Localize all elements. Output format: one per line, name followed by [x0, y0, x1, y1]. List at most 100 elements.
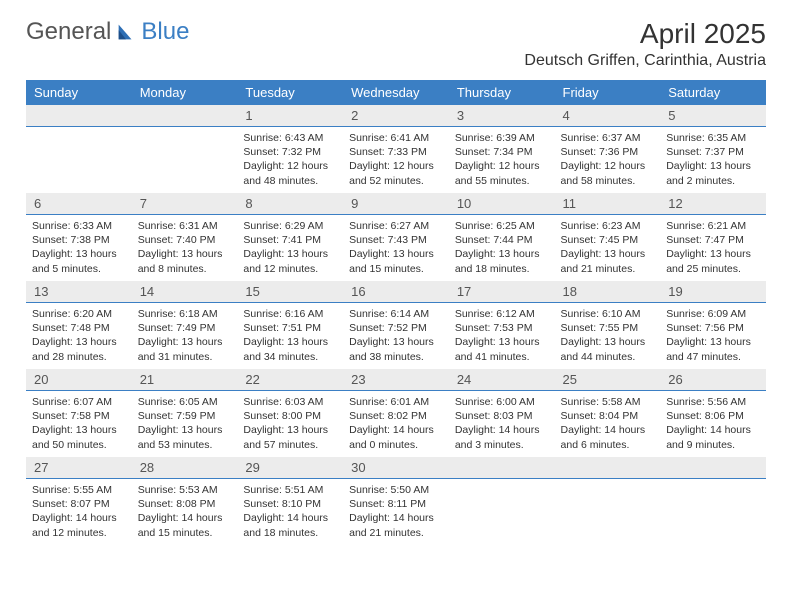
daylight-text: Daylight: 14 hours and 3 minutes. [455, 423, 549, 451]
day-number: 4 [555, 105, 661, 127]
day-number: 11 [555, 193, 661, 215]
day-body: Sunrise: 6:41 AMSunset: 7:33 PMDaylight:… [343, 127, 449, 190]
day-body: Sunrise: 6:21 AMSunset: 7:47 PMDaylight:… [660, 215, 766, 278]
day-number: 27 [26, 457, 132, 479]
sunrise-text: Sunrise: 5:58 AM [561, 395, 655, 409]
calendar-cell: 15Sunrise: 6:16 AMSunset: 7:51 PMDayligh… [237, 281, 343, 369]
day-body: Sunrise: 6:33 AMSunset: 7:38 PMDaylight:… [26, 215, 132, 278]
logo: General Blue [26, 18, 189, 46]
daylight-text: Daylight: 13 hours and 44 minutes. [561, 335, 655, 363]
daylight-text: Daylight: 13 hours and 15 minutes. [349, 247, 443, 275]
sunrise-text: Sunrise: 6:25 AM [455, 219, 549, 233]
calendar-cell: 6Sunrise: 6:33 AMSunset: 7:38 PMDaylight… [26, 193, 132, 281]
logo-text-general: General [26, 18, 111, 46]
weekday-header: Wednesday [343, 80, 449, 105]
sunrise-text: Sunrise: 6:20 AM [32, 307, 126, 321]
calendar-cell: 12Sunrise: 6:21 AMSunset: 7:47 PMDayligh… [660, 193, 766, 281]
sunrise-text: Sunrise: 6:27 AM [349, 219, 443, 233]
weekday-header-row: Sunday Monday Tuesday Wednesday Thursday… [26, 80, 766, 105]
sunset-text: Sunset: 7:58 PM [32, 409, 126, 423]
calendar-cell: 10Sunrise: 6:25 AMSunset: 7:44 PMDayligh… [449, 193, 555, 281]
sunset-text: Sunset: 7:38 PM [32, 233, 126, 247]
location: Deutsch Griffen, Carinthia, Austria [524, 52, 766, 70]
calendar-cell: 20Sunrise: 6:07 AMSunset: 7:58 PMDayligh… [26, 369, 132, 457]
day-number [132, 105, 238, 127]
calendar-cell: 2Sunrise: 6:41 AMSunset: 7:33 PMDaylight… [343, 105, 449, 193]
calendar-cell: 17Sunrise: 6:12 AMSunset: 7:53 PMDayligh… [449, 281, 555, 369]
daylight-text: Daylight: 12 hours and 55 minutes. [455, 159, 549, 187]
daylight-text: Daylight: 12 hours and 48 minutes. [243, 159, 337, 187]
sunset-text: Sunset: 7:43 PM [349, 233, 443, 247]
calendar-row: 20Sunrise: 6:07 AMSunset: 7:58 PMDayligh… [26, 369, 766, 457]
sunrise-text: Sunrise: 6:29 AM [243, 219, 337, 233]
sunset-text: Sunset: 7:51 PM [243, 321, 337, 335]
calendar-cell: 29Sunrise: 5:51 AMSunset: 8:10 PMDayligh… [237, 457, 343, 549]
sunset-text: Sunset: 7:55 PM [561, 321, 655, 335]
day-body: Sunrise: 6:43 AMSunset: 7:32 PMDaylight:… [237, 127, 343, 190]
day-body: Sunrise: 6:00 AMSunset: 8:03 PMDaylight:… [449, 391, 555, 454]
sunset-text: Sunset: 8:03 PM [455, 409, 549, 423]
day-number: 2 [343, 105, 449, 127]
calendar-row: 27Sunrise: 5:55 AMSunset: 8:07 PMDayligh… [26, 457, 766, 549]
calendar-cell: 19Sunrise: 6:09 AMSunset: 7:56 PMDayligh… [660, 281, 766, 369]
sunset-text: Sunset: 7:56 PM [666, 321, 760, 335]
weekday-header: Sunday [26, 80, 132, 105]
sunrise-text: Sunrise: 6:09 AM [666, 307, 760, 321]
sunset-text: Sunset: 7:40 PM [138, 233, 232, 247]
calendar-cell: 9Sunrise: 6:27 AMSunset: 7:43 PMDaylight… [343, 193, 449, 281]
sunrise-text: Sunrise: 6:01 AM [349, 395, 443, 409]
day-body: Sunrise: 6:37 AMSunset: 7:36 PMDaylight:… [555, 127, 661, 190]
calendar-cell [449, 457, 555, 549]
day-number: 26 [660, 369, 766, 391]
daylight-text: Daylight: 13 hours and 25 minutes. [666, 247, 760, 275]
calendar-cell: 25Sunrise: 5:58 AMSunset: 8:04 PMDayligh… [555, 369, 661, 457]
sunrise-text: Sunrise: 6:18 AM [138, 307, 232, 321]
day-number: 10 [449, 193, 555, 215]
day-body: Sunrise: 6:27 AMSunset: 7:43 PMDaylight:… [343, 215, 449, 278]
daylight-text: Daylight: 13 hours and 21 minutes. [561, 247, 655, 275]
sunset-text: Sunset: 7:52 PM [349, 321, 443, 335]
day-number: 24 [449, 369, 555, 391]
calendar-table: Sunday Monday Tuesday Wednesday Thursday… [26, 80, 766, 549]
sunrise-text: Sunrise: 6:16 AM [243, 307, 337, 321]
calendar-cell: 22Sunrise: 6:03 AMSunset: 8:00 PMDayligh… [237, 369, 343, 457]
weekday-header: Thursday [449, 80, 555, 105]
sunset-text: Sunset: 7:49 PM [138, 321, 232, 335]
day-body: Sunrise: 6:05 AMSunset: 7:59 PMDaylight:… [132, 391, 238, 454]
daylight-text: Daylight: 13 hours and 31 minutes. [138, 335, 232, 363]
daylight-text: Daylight: 13 hours and 34 minutes. [243, 335, 337, 363]
sunset-text: Sunset: 8:04 PM [561, 409, 655, 423]
day-number: 28 [132, 457, 238, 479]
day-body: Sunrise: 6:14 AMSunset: 7:52 PMDaylight:… [343, 303, 449, 366]
calendar-row: 1Sunrise: 6:43 AMSunset: 7:32 PMDaylight… [26, 105, 766, 193]
calendar-cell: 24Sunrise: 6:00 AMSunset: 8:03 PMDayligh… [449, 369, 555, 457]
calendar-cell: 26Sunrise: 5:56 AMSunset: 8:06 PMDayligh… [660, 369, 766, 457]
day-body: Sunrise: 6:18 AMSunset: 7:49 PMDaylight:… [132, 303, 238, 366]
sunrise-text: Sunrise: 5:51 AM [243, 483, 337, 497]
day-number: 13 [26, 281, 132, 303]
day-body: Sunrise: 6:09 AMSunset: 7:56 PMDaylight:… [660, 303, 766, 366]
weekday-header: Tuesday [237, 80, 343, 105]
daylight-text: Daylight: 13 hours and 38 minutes. [349, 335, 443, 363]
sunrise-text: Sunrise: 5:53 AM [138, 483, 232, 497]
calendar-cell: 1Sunrise: 6:43 AMSunset: 7:32 PMDaylight… [237, 105, 343, 193]
day-number: 18 [555, 281, 661, 303]
daylight-text: Daylight: 13 hours and 57 minutes. [243, 423, 337, 451]
calendar-cell: 8Sunrise: 6:29 AMSunset: 7:41 PMDaylight… [237, 193, 343, 281]
sunset-text: Sunset: 7:53 PM [455, 321, 549, 335]
day-number: 30 [343, 457, 449, 479]
sunset-text: Sunset: 7:37 PM [666, 145, 760, 159]
sunrise-text: Sunrise: 6:35 AM [666, 131, 760, 145]
sunrise-text: Sunrise: 6:37 AM [561, 131, 655, 145]
sunrise-text: Sunrise: 6:41 AM [349, 131, 443, 145]
daylight-text: Daylight: 13 hours and 28 minutes. [32, 335, 126, 363]
sunset-text: Sunset: 7:32 PM [243, 145, 337, 159]
day-body: Sunrise: 6:31 AMSunset: 7:40 PMDaylight:… [132, 215, 238, 278]
day-body: Sunrise: 6:29 AMSunset: 7:41 PMDaylight:… [237, 215, 343, 278]
day-number [555, 457, 661, 479]
day-number: 12 [660, 193, 766, 215]
daylight-text: Daylight: 14 hours and 18 minutes. [243, 511, 337, 539]
sunset-text: Sunset: 8:02 PM [349, 409, 443, 423]
weekday-header: Monday [132, 80, 238, 105]
sunrise-text: Sunrise: 6:14 AM [349, 307, 443, 321]
